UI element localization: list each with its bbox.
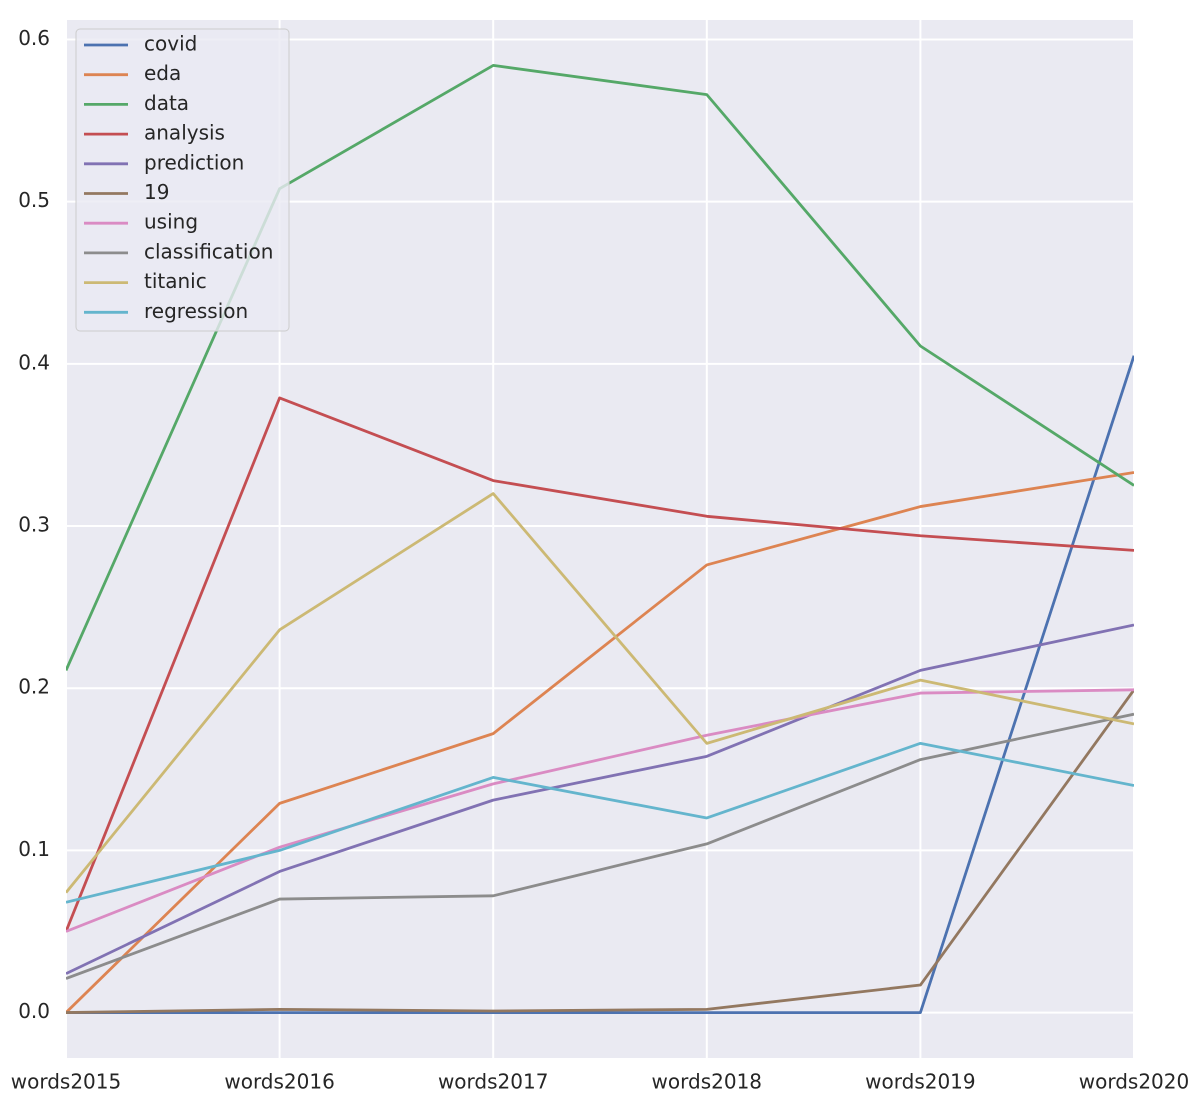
legend-label: 19 [144,180,169,204]
series-line [66,396,1134,933]
x-tick-label: words2017 [438,1070,548,1094]
legend-label: classification [144,239,273,263]
series-line [66,689,1134,1014]
legend-label: eda [144,61,181,85]
legend-label: covid [144,32,197,56]
x-tick-label: words2018 [652,1070,762,1094]
y-tick-label: 0.0 [18,999,50,1023]
y-tick-label: 0.4 [18,350,50,374]
series-line [66,712,1134,980]
series-line [66,741,1134,904]
series-line [66,471,1134,1014]
series-line [66,492,1134,894]
y-tick-label: 0.5 [18,188,50,212]
x-tick-label: words2015 [11,1070,121,1094]
x-tick-label: words2019 [865,1070,975,1094]
legend-label: prediction [144,150,244,174]
x-tick-label: words2016 [224,1070,334,1094]
legend-label: data [144,91,189,115]
labels: 0.0 0.1 0.2 0.3 0.4 0.5 0.6 words2015 words2016 w… [11,26,1189,1094]
legend-box [75,28,290,332]
legend-label: titanic [144,269,207,293]
y-tick-label: 0.2 [18,675,50,699]
legend-label: regression [144,299,248,323]
series-line [66,623,1134,975]
y-tick-label: 0.3 [18,513,50,537]
series-line [66,355,1134,1014]
y-tick-label: 0.1 [18,837,50,861]
legend: covid eda data analysis prediction 19 using cla… [75,28,290,332]
legend-label: using [144,210,198,234]
x-tick-label: words2020 [1079,1070,1189,1094]
legend-label: analysis [144,121,225,145]
series-line [66,688,1134,933]
y-tick-label: 0.6 [18,26,50,50]
